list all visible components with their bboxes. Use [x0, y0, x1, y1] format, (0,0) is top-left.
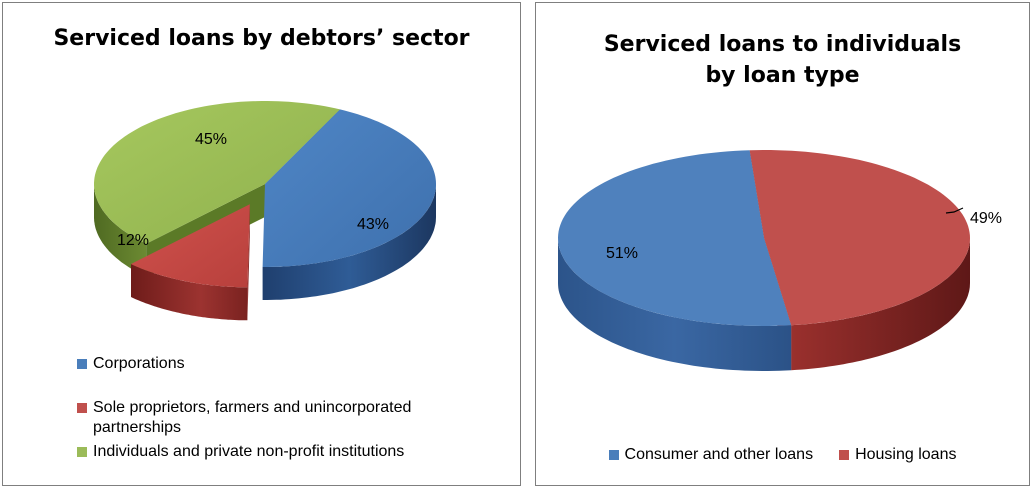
- legend-swatch-individuals: [77, 447, 87, 457]
- legend-item-corporations: Corporations: [77, 354, 497, 374]
- loan-type-pie-chart: 51% 49%: [558, 150, 1002, 371]
- slice-consumer-top: [558, 150, 792, 326]
- slice-sole-proprietors-top: [131, 204, 250, 288]
- legend-item-housing: Housing loans: [839, 445, 956, 465]
- slice-sole-proprietors-side: [131, 264, 248, 321]
- legend-swatch-corporations: [77, 359, 87, 369]
- slice-individuals-side: [94, 184, 147, 277]
- legend-label-corporations: Corporations: [93, 355, 185, 372]
- loan-type-chart-title-line-1: Serviced loans to individuals: [603, 32, 962, 57]
- legend-item-sole-proprietors: Sole proprietors, farmers and unincorpor…: [77, 398, 497, 438]
- slice-housing-top: [749, 150, 970, 326]
- slice-sole-proprietors-wall: [247, 204, 250, 321]
- slice-consumer-data-label: 51%: [606, 245, 638, 262]
- sector-chart-title: Serviced loans by debtors’ sector: [53, 26, 470, 51]
- legend-label-individuals: Individuals and private non-profit insti…: [93, 443, 405, 460]
- sector-chart-legend: Corporations Sole proprietors, farmers a…: [77, 354, 497, 462]
- slice-housing-side: [791, 238, 970, 371]
- loan-type-chart-title-line-2: by loan type: [705, 63, 860, 88]
- legend-swatch-housing: [839, 450, 850, 460]
- slice-corporations-data-label: 43%: [357, 216, 389, 233]
- slice-sole-proprietors-data-label: 12%: [117, 232, 149, 249]
- loan-type-chart-panel: 51% 49% Serviced loans to individuals by …: [535, 2, 1030, 486]
- slice-individuals-top: [94, 101, 340, 244]
- slice-consumer-side: [558, 238, 792, 371]
- legend-item-consumer: Consumer and other loans: [608, 445, 814, 465]
- slice-individuals-data-label: 45%: [195, 131, 227, 148]
- legend-swatch-sole-proprietors: [77, 403, 87, 413]
- sector-pie-chart: 45% 12% 43%: [94, 101, 436, 321]
- legend-label-sole-proprietors: Sole proprietors, farmers and unincorpor…: [93, 399, 412, 436]
- slice-housing-leader-line: [945, 207, 964, 214]
- slice-corporations-top: [262, 109, 436, 268]
- legend-label-consumer: Consumer and other loans: [624, 446, 814, 463]
- legend-item-individuals: Individuals and private non-profit insti…: [77, 442, 497, 462]
- slice-corporations-side: [262, 184, 436, 300]
- loan-type-chart-legend: Consumer and other loans Housing loans: [536, 445, 1029, 465]
- loan-type-chart-title: Serviced loans to individuals by loan ty…: [536, 29, 1029, 91]
- slice-housing-data-label: 49%: [970, 210, 1002, 227]
- sector-chart-panel: 45% 12% 43% Serviced loans by debtors’ sec…: [2, 2, 521, 486]
- legend-swatch-consumer: [608, 450, 619, 460]
- legend-label-housing: Housing loans: [855, 446, 957, 463]
